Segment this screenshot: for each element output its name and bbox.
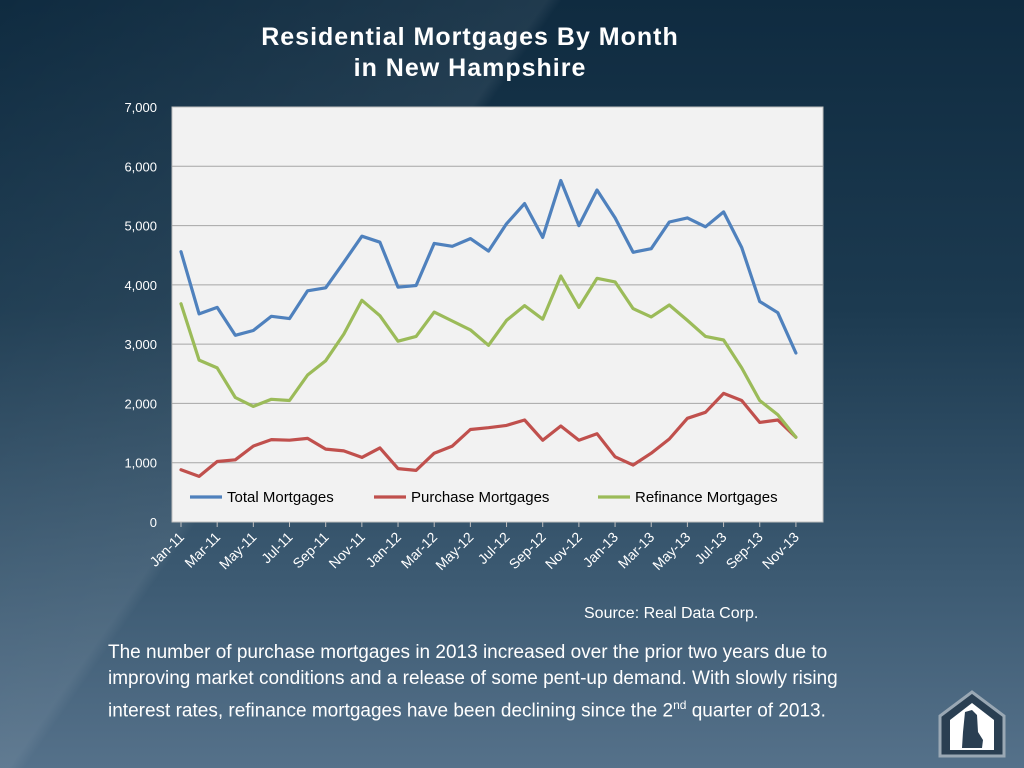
slide-title: Residential Mortgages By Month in New Ha… <box>200 22 740 84</box>
x-tick-label: Jan-12 <box>363 529 405 571</box>
x-tick-label: Sep-13 <box>723 529 766 572</box>
y-tick-label: 3,000 <box>124 337 157 352</box>
summary-text: The number of purchase mortgages in 2013… <box>108 640 888 724</box>
x-tick-label: May-12 <box>432 529 476 573</box>
legend-label: Refinance Mortgages <box>635 489 778 506</box>
legend-label: Purchase Mortgages <box>411 489 549 506</box>
y-tick-label: 1,000 <box>124 456 157 471</box>
x-tick-label: Nov-13 <box>759 529 802 572</box>
y-tick-label: 7,000 <box>124 100 157 115</box>
summary-text-part-2: quarter of 2013. <box>686 700 826 722</box>
x-axis-ticks: Jan-11Mar-11May-11Jul-11Sep-11Nov-11Jan-… <box>146 521 823 573</box>
source-note: Source: Real Data Corp. <box>584 605 759 622</box>
plot-area <box>171 106 824 523</box>
x-tick-label: Jan-11 <box>146 529 187 570</box>
mortgage-line-chart: 0 1,000 2,000 3,000 4,000 5,000 6,000 7,000 Jan… <box>124 100 824 573</box>
y-tick-label: 5,000 <box>124 219 157 234</box>
legend: Total Mortgages Purchase Mortgages Refinan… <box>190 489 778 506</box>
y-tick-label: 2,000 <box>124 396 157 411</box>
summary-text-part-1: The number of purchase mortgages in 2013… <box>108 642 838 722</box>
series-line-total-mortgages <box>179 178 798 355</box>
x-tick-label: Nov-11 <box>325 529 368 572</box>
title-line-2: in New Hampshire <box>353 54 587 82</box>
x-tick-label: Sep-12 <box>506 529 549 572</box>
x-tick-label: May-13 <box>649 529 693 573</box>
y-tick-label: 6,000 <box>124 159 157 174</box>
title-line-1: Residential Mortgages By Month <box>261 23 679 51</box>
x-tick-label: Nov-12 <box>542 529 585 572</box>
x-tick-label: Sep-11 <box>289 529 332 572</box>
new-hampshire-house-logo-icon <box>938 690 1006 758</box>
x-tick-label: Jan-13 <box>580 529 622 571</box>
y-tick-label: 0 <box>150 515 157 530</box>
series-lines <box>179 178 798 478</box>
x-tick-label: May-11 <box>216 529 260 573</box>
gridlines <box>172 165 823 464</box>
legend-label: Total Mortgages <box>227 489 334 506</box>
y-axis-ticks: 0 1,000 2,000 3,000 4,000 5,000 6,000 7,000 <box>124 100 157 530</box>
x-tick-label: Mar-11 <box>181 529 223 571</box>
series-line-purchase-mortgages <box>179 391 798 478</box>
series-line-refinance-mortgages <box>179 274 798 439</box>
y-tick-label: 4,000 <box>124 278 157 293</box>
summary-superscript: nd <box>673 698 687 712</box>
